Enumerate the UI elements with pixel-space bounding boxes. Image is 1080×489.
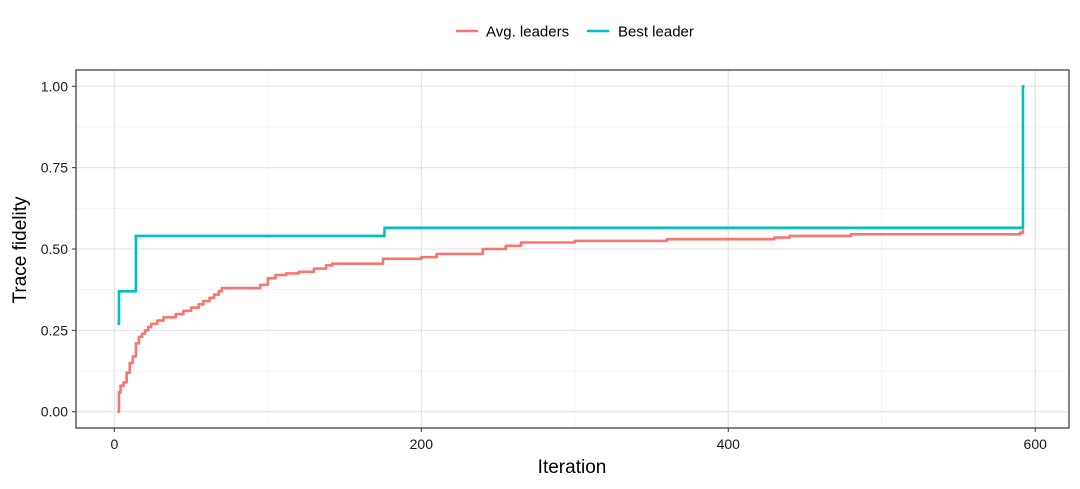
x-axis: 0 200 400 600: [110, 428, 1047, 452]
series-line-avg-leaders: [117, 229, 1025, 414]
x-tick-label: 400: [717, 436, 741, 452]
y-tick-label: 0.25: [41, 322, 68, 338]
series-line-best-leader: [117, 84, 1025, 326]
y-tick-label: 0.50: [41, 241, 68, 257]
x-tick-label: 200: [410, 436, 434, 452]
y-tick-label: 0.75: [41, 160, 68, 176]
series-layer: [117, 84, 1025, 414]
y-tick-label: 0.00: [41, 404, 68, 420]
y-axis-title: Trace fidelity: [10, 196, 31, 303]
legend: Avg. leaders Best leader: [456, 24, 694, 41]
y-axis: 0.00 0.25 0.50 0.75 1.00: [41, 78, 76, 420]
legend-label-best-leader: Best leader: [618, 24, 694, 41]
legend-label-avg-leaders: Avg. leaders: [486, 24, 569, 41]
grid-major: [76, 70, 1069, 428]
y-tick-label: 1.00: [41, 78, 68, 94]
x-axis-title: Iteration: [538, 457, 607, 478]
x-tick-label: 0: [110, 436, 118, 452]
x-tick-label: 600: [1024, 436, 1048, 452]
